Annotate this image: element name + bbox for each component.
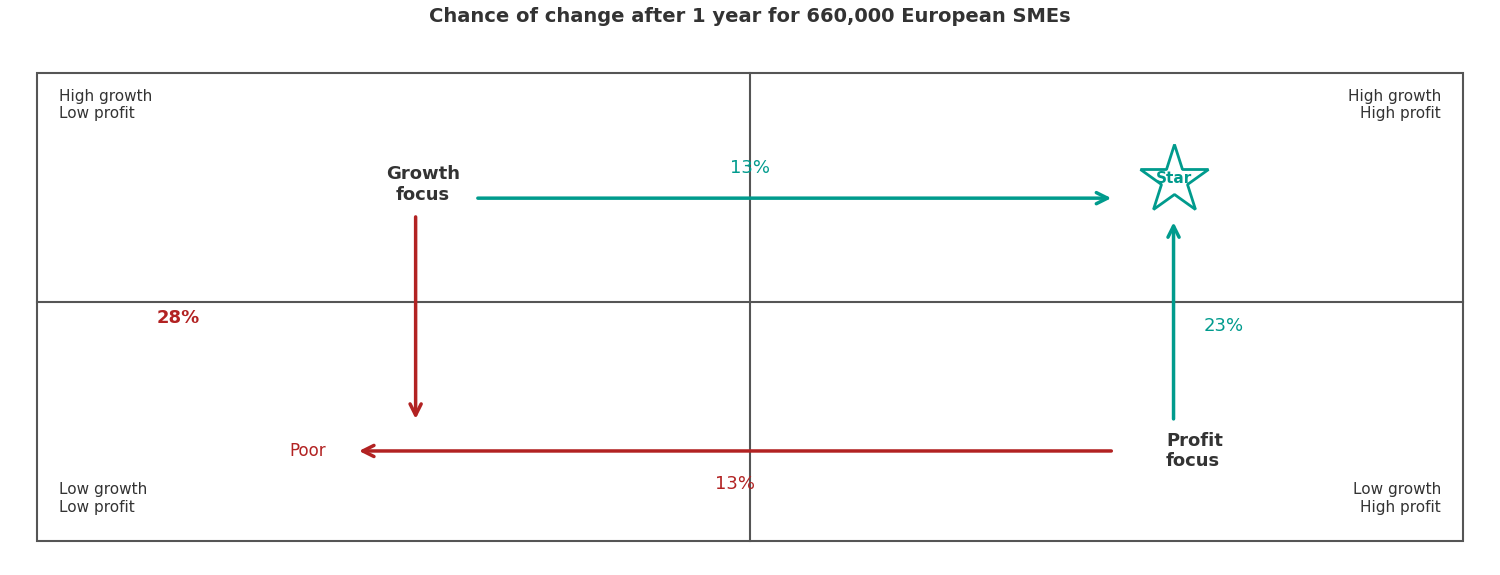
Bar [36, 73, 1464, 542]
Text: Poor: Poor [290, 442, 327, 460]
Text: High growth
High profit: High growth High profit [1348, 89, 1442, 121]
Text: Growth
focus: Growth focus [386, 166, 460, 204]
Text: 23%: 23% [1203, 317, 1243, 335]
Text: 13%: 13% [716, 475, 754, 493]
Title: Chance of change after 1 year for 660,000 European SMEs: Chance of change after 1 year for 660,00… [429, 7, 1071, 26]
Text: Profit
focus: Profit focus [1166, 432, 1222, 470]
Text: Low growth
High profit: Low growth High profit [1353, 482, 1442, 515]
Text: Low growth
Low profit: Low growth Low profit [58, 482, 147, 515]
Text: Star: Star [1155, 171, 1191, 186]
Text: High growth
Low profit: High growth Low profit [58, 89, 152, 121]
Text: 28%: 28% [156, 309, 200, 327]
Text: 13%: 13% [730, 159, 770, 177]
